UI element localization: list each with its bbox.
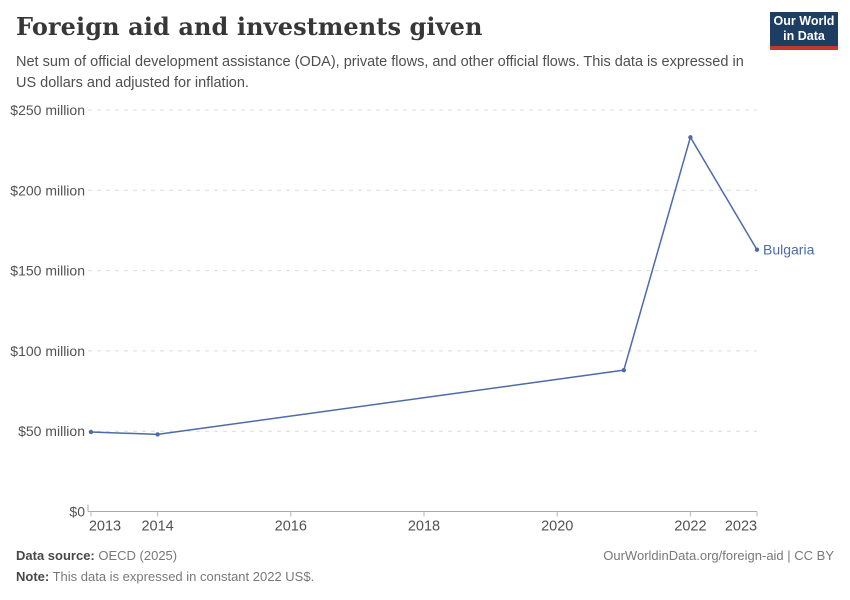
chart-title: Foreign aid and investments given bbox=[16, 12, 483, 41]
footer-link[interactable]: OurWorldinData.org/foreign-aid | CC BY bbox=[603, 548, 834, 563]
note-label: Note: bbox=[16, 569, 50, 584]
datasource-line: Data source: OECD (2025) bbox=[16, 548, 177, 563]
plot-area: $0 $50 million $100 million $150 million $20… bbox=[10, 102, 815, 535]
x-tick-label: 2014 bbox=[141, 519, 173, 535]
y-tick-label: $150 million bbox=[10, 263, 85, 279]
y-tick-label: $250 million bbox=[10, 102, 85, 118]
datasource-label: Data source: bbox=[16, 548, 95, 563]
x-tick-label: 2022 bbox=[674, 519, 706, 535]
owid-logo: Our World in Data bbox=[770, 12, 838, 50]
series-point bbox=[155, 432, 160, 437]
x-tick-label: 2023 bbox=[725, 519, 757, 535]
datasource-value: OECD (2025) bbox=[94, 548, 178, 563]
series-point bbox=[688, 135, 693, 140]
owid-logo-line1: Our World bbox=[773, 14, 835, 28]
note-line: Note: This data is expressed in constant… bbox=[16, 569, 834, 584]
footer: Data source: OECD (2025) OurWorldinData.… bbox=[16, 548, 834, 584]
owid-logo-line2: in Data bbox=[783, 29, 825, 43]
y-tick-label: $0 bbox=[69, 504, 85, 520]
y-tick-label: $50 million bbox=[18, 423, 85, 439]
y-tick-label: $200 million bbox=[10, 182, 85, 198]
entity-label-bulgaria[interactable]: Bulgaria bbox=[763, 242, 815, 258]
x-tick-label: 2020 bbox=[541, 519, 573, 535]
series-point bbox=[621, 367, 626, 373]
chart-subtitle: Net sum of official development assistan… bbox=[16, 54, 744, 91]
note-value: This data is expressed in constant 2022 … bbox=[49, 569, 315, 584]
series-point bbox=[88, 429, 94, 435]
series-point bbox=[754, 247, 760, 252]
x-tick-label: 2016 bbox=[275, 519, 307, 535]
line-series-bulgaria[interactable] bbox=[90, 136, 758, 436]
y-tick-label: $100 million bbox=[10, 343, 85, 359]
x-tick-label: 2013 bbox=[89, 519, 121, 535]
x-tick-label: 2018 bbox=[408, 519, 440, 535]
